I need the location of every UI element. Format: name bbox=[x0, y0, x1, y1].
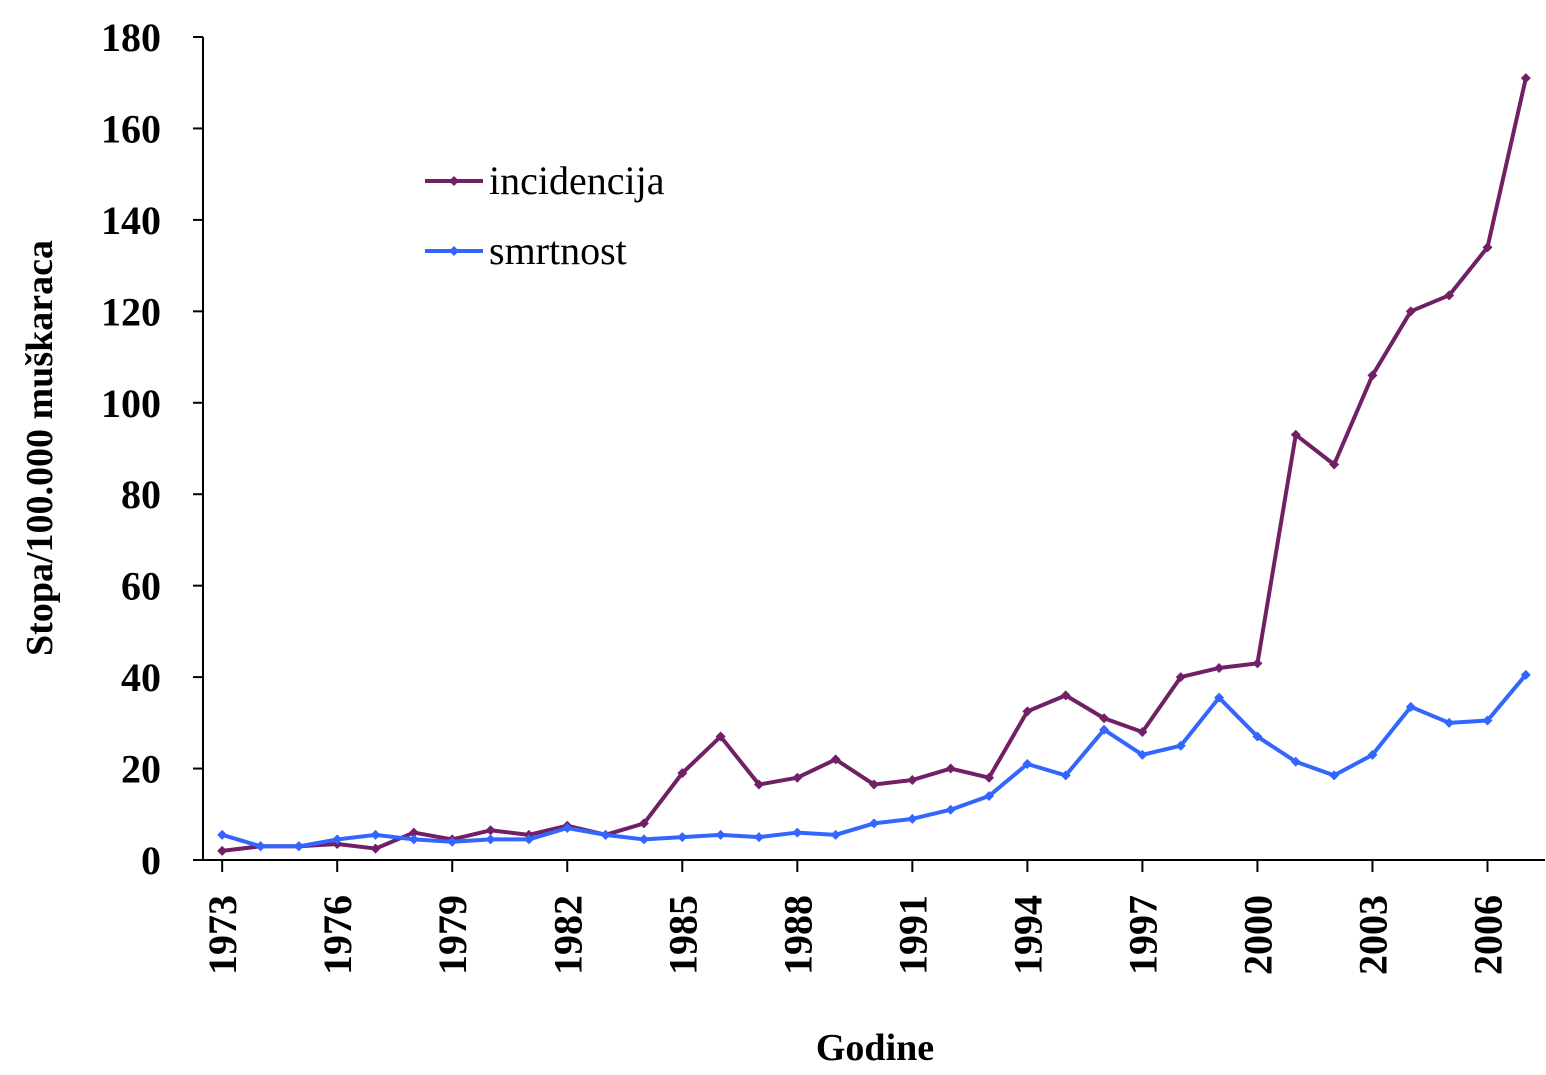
data-point bbox=[1137, 726, 1148, 737]
data-point bbox=[293, 841, 304, 852]
data-point bbox=[1482, 715, 1493, 726]
data-point bbox=[408, 834, 419, 845]
data-point bbox=[408, 827, 419, 838]
x-tick-label: 2000 bbox=[1235, 895, 1280, 975]
y-tick-label: 20 bbox=[121, 747, 161, 792]
data-point bbox=[792, 827, 803, 838]
data-point bbox=[830, 754, 841, 765]
data-point bbox=[1060, 770, 1071, 781]
y-tick-label: 160 bbox=[101, 106, 161, 151]
x-tick-label: 1973 bbox=[200, 895, 245, 975]
x-tick-label: 1985 bbox=[660, 895, 705, 975]
data-point bbox=[1137, 749, 1148, 760]
x-axis-title: Godine bbox=[816, 1027, 934, 1069]
data-point bbox=[600, 829, 611, 840]
data-point bbox=[1329, 459, 1340, 470]
y-tick-label: 100 bbox=[101, 381, 161, 426]
data-point bbox=[715, 829, 726, 840]
data-point bbox=[1444, 290, 1455, 301]
data-point bbox=[1099, 713, 1110, 724]
data-point bbox=[638, 834, 649, 845]
data-point bbox=[830, 829, 841, 840]
data-point bbox=[945, 763, 956, 774]
data-point bbox=[1405, 701, 1416, 712]
data-point bbox=[1482, 242, 1493, 253]
data-point bbox=[984, 790, 995, 801]
y-tick-label: 120 bbox=[101, 289, 161, 334]
data-point bbox=[984, 772, 995, 783]
data-point bbox=[523, 834, 534, 845]
data-point bbox=[370, 843, 381, 854]
data-point bbox=[485, 825, 496, 836]
data-point bbox=[370, 829, 381, 840]
data-point bbox=[1290, 429, 1301, 440]
data-point bbox=[1252, 658, 1263, 669]
data-point bbox=[1214, 692, 1225, 703]
data-point bbox=[485, 834, 496, 845]
data-point bbox=[1175, 740, 1186, 751]
data-point bbox=[1520, 669, 1531, 680]
y-axis-title: Stopa/100.000 muškaraca bbox=[19, 240, 61, 656]
legend-marker bbox=[449, 176, 459, 186]
data-point bbox=[1520, 73, 1531, 84]
legend-label: incidencija bbox=[489, 158, 665, 203]
data-point bbox=[907, 774, 918, 785]
data-point bbox=[1252, 731, 1263, 742]
y-tick-label: 0 bbox=[141, 838, 161, 883]
data-point bbox=[1022, 706, 1033, 717]
x-tick-label: 1988 bbox=[775, 895, 820, 975]
data-point bbox=[1214, 662, 1225, 673]
data-point bbox=[1175, 672, 1186, 683]
data-point bbox=[1290, 756, 1301, 767]
data-point bbox=[907, 813, 918, 824]
data-point bbox=[638, 818, 649, 829]
data-point bbox=[255, 841, 266, 852]
data-point bbox=[1444, 717, 1455, 728]
data-point bbox=[1367, 749, 1378, 760]
data-point bbox=[1022, 758, 1033, 769]
legend-label: smrtnost bbox=[489, 228, 627, 273]
data-point bbox=[753, 779, 764, 790]
data-point bbox=[1405, 306, 1416, 317]
y-tick-label: 80 bbox=[121, 472, 161, 517]
x-tick-label: 1997 bbox=[1120, 895, 1165, 975]
x-tick-label: 1982 bbox=[545, 895, 590, 975]
data-point bbox=[792, 772, 803, 783]
x-tick-label: 1979 bbox=[430, 895, 475, 975]
y-tick-label: 60 bbox=[121, 564, 161, 609]
y-tick-label: 40 bbox=[121, 655, 161, 700]
data-point bbox=[332, 834, 343, 845]
data-point bbox=[869, 779, 879, 790]
x-tick-label: 1976 bbox=[315, 895, 360, 975]
data-point bbox=[1367, 370, 1378, 381]
legend-marker bbox=[449, 246, 459, 256]
data-point bbox=[1099, 724, 1110, 735]
x-tick-label: 1991 bbox=[890, 895, 935, 975]
data-point bbox=[715, 731, 726, 742]
data-point bbox=[447, 836, 458, 847]
data-point bbox=[1329, 770, 1340, 781]
x-tick-label: 2003 bbox=[1350, 895, 1395, 975]
data-point bbox=[753, 832, 764, 843]
x-tick-label: 2006 bbox=[1465, 895, 1510, 975]
data-point bbox=[869, 818, 879, 829]
y-tick-label: 140 bbox=[101, 198, 161, 243]
data-point bbox=[217, 845, 228, 856]
data-point bbox=[677, 832, 688, 843]
y-tick-label: 180 bbox=[101, 15, 161, 60]
data-point bbox=[677, 768, 688, 779]
data-point bbox=[217, 829, 228, 840]
x-tick-label: 1994 bbox=[1005, 895, 1050, 975]
data-point bbox=[562, 822, 573, 833]
data-point bbox=[1060, 690, 1071, 701]
data-point bbox=[945, 804, 956, 815]
